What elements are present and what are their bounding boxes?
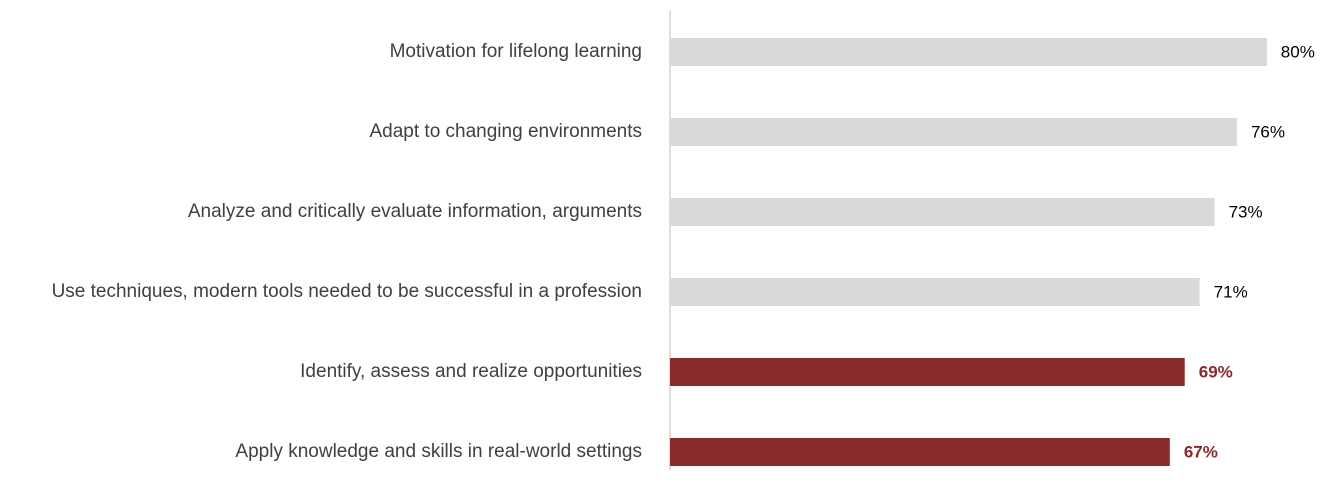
bar bbox=[670, 438, 1170, 466]
category-text: Adapt to changing environments bbox=[369, 121, 642, 142]
value-label: 67% bbox=[1184, 442, 1218, 461]
bar bbox=[670, 38, 1267, 66]
category-text: Identify, assess and realize opportuniti… bbox=[300, 361, 642, 382]
bar bbox=[670, 198, 1215, 226]
category-label: Analyze and critically evaluate informat… bbox=[0, 198, 642, 226]
bar bbox=[670, 278, 1200, 306]
category-label: Motivation for lifelong learning bbox=[0, 38, 642, 66]
bar bbox=[670, 118, 1237, 146]
category-label: Identify, assess and realize opportuniti… bbox=[0, 358, 642, 386]
bar bbox=[670, 358, 1185, 386]
value-label: 80% bbox=[1281, 42, 1315, 61]
category-text: Analyze and critically evaluate informat… bbox=[187, 201, 642, 222]
value-label: 76% bbox=[1251, 122, 1285, 141]
category-label: Adapt to changing environments bbox=[0, 118, 642, 146]
category-label: Use techniques, modern tools needed to b… bbox=[0, 278, 642, 306]
value-label: 71% bbox=[1214, 282, 1248, 301]
value-label: 69% bbox=[1199, 362, 1233, 381]
category-text: Apply knowledge and skills in real-world… bbox=[235, 441, 642, 462]
value-label: 73% bbox=[1229, 202, 1263, 221]
category-label: Apply knowledge and skills in real-world… bbox=[0, 438, 642, 466]
category-text: Motivation for lifelong learning bbox=[389, 41, 642, 62]
category-text: Use techniques, modern tools needed to b… bbox=[51, 281, 642, 302]
